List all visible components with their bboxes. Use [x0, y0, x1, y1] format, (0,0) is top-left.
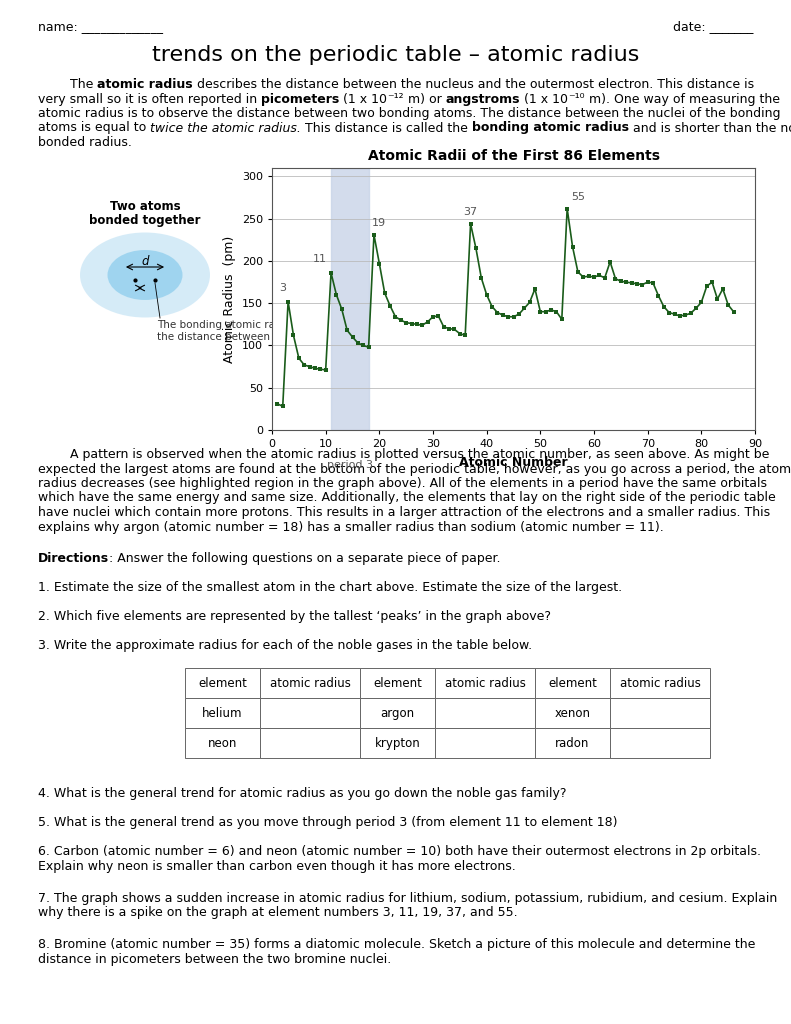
Text: xenon: xenon [554, 707, 591, 720]
Text: atomic radius is to observe the distance between two bonding atoms. The distance: atomic radius is to observe the distance… [38, 106, 781, 120]
Y-axis label: Atomic Radius  (pm): Atomic Radius (pm) [223, 236, 237, 362]
Text: expected the largest atoms are found at the bottom of the periodic table, howeve: expected the largest atoms are found at … [38, 463, 791, 475]
Text: ⁻¹²: ⁻¹² [388, 92, 404, 105]
Text: helium: helium [202, 707, 243, 720]
Text: 4. What is the general trend for atomic radius as you go down the noble gas fami: 4. What is the general trend for atomic … [38, 787, 566, 801]
Text: why there is a spike on the graph at element numbers 3, 11, 19, 37, and 55.: why there is a spike on the graph at ele… [38, 906, 517, 920]
Bar [260, 728, 360, 759]
Bar [535, 669, 610, 698]
Text: explains why argon (atomic number = 18) has a smaller radius than sodium (atomic: explains why argon (atomic number = 18) … [38, 520, 664, 534]
Ellipse shape [108, 250, 183, 300]
Bar [435, 728, 535, 759]
Text: element: element [373, 677, 422, 690]
Bar [260, 698, 360, 728]
Text: argon: argon [380, 707, 414, 720]
Text: Directions: Directions [38, 552, 109, 565]
Text: krypton: krypton [375, 737, 420, 750]
Text: 1. Estimate the size of the smallest atom in the chart above. Estimate the size : 1. Estimate the size of the smallest ato… [38, 582, 623, 594]
Text: period 3: period 3 [327, 460, 373, 470]
Bar [435, 669, 535, 698]
Text: 11: 11 [313, 254, 327, 264]
Text: Two atoms: Two atoms [110, 200, 180, 213]
Text: 8. Bromine (atomic number = 35) forms a diatomic molecule. Sketch a picture of t: 8. Bromine (atomic number = 35) forms a … [38, 938, 755, 951]
Text: m) or: m) or [404, 92, 446, 105]
Text: neon: neon [208, 737, 237, 750]
Bar [360, 698, 435, 728]
Bar [360, 728, 435, 759]
Text: (1 x 10: (1 x 10 [520, 92, 568, 105]
Text: 5. What is the general trend as you move through period 3 (from element 11 to el: 5. What is the general trend as you move… [38, 816, 618, 829]
Text: : Answer the following questions on a separate piece of paper.: : Answer the following questions on a se… [109, 552, 501, 565]
Text: element: element [548, 677, 597, 690]
Text: 19: 19 [373, 218, 386, 228]
Text: radius decreases (see highlighted region in the graph above). All of the element: radius decreases (see highlighted region… [38, 477, 767, 490]
Text: d: d [142, 255, 149, 268]
Text: bonding atomic radius: bonding atomic radius [472, 122, 629, 134]
Text: picometers: picometers [261, 92, 339, 105]
Bar [331, 168, 369, 430]
Text: and is shorter than the non-: and is shorter than the non- [629, 122, 791, 134]
Bar [435, 698, 535, 728]
Text: The bonding atomic radius is half
the distance between the nuclei: The bonding atomic radius is half the di… [157, 319, 331, 342]
Text: element: element [198, 677, 247, 690]
Bar [185, 698, 260, 728]
Text: have nuclei which contain more protons. This results in a larger attraction of t: have nuclei which contain more protons. … [38, 506, 770, 519]
Title: Atomic Radii of the First 86 Elements: Atomic Radii of the First 86 Elements [368, 148, 660, 163]
Text: 3. Write the approximate radius for each of the noble gases in the table below.: 3. Write the approximate radius for each… [38, 639, 532, 652]
Text: trends on the periodic table – atomic radius: trends on the periodic table – atomic ra… [152, 45, 639, 65]
Text: bonded together: bonded together [89, 214, 201, 227]
Text: 6. Carbon (atomic number = 6) and neon (atomic number = 10) both have their oute: 6. Carbon (atomic number = 6) and neon (… [38, 846, 761, 858]
Text: This distance is called the: This distance is called the [301, 122, 472, 134]
Text: 3: 3 [279, 283, 286, 293]
Text: m). One way of measuring the: m). One way of measuring the [585, 92, 780, 105]
Text: 7. The graph shows a sudden increase in atomic radius for lithium, sodium, potas: 7. The graph shows a sudden increase in … [38, 892, 778, 905]
Bar [185, 669, 260, 698]
X-axis label: Atomic Number: Atomic Number [460, 456, 568, 469]
Text: 2. Which five elements are represented by the tallest ‘peaks’ in the graph above: 2. Which five elements are represented b… [38, 610, 551, 624]
Text: date: _______: date: _______ [672, 20, 753, 33]
Text: Explain why neon is smaller than carbon even though it has more electrons.: Explain why neon is smaller than carbon … [38, 860, 516, 872]
Text: distance in picometers between the two bromine nuclei.: distance in picometers between the two b… [38, 952, 392, 966]
Bar [610, 698, 710, 728]
Text: 37: 37 [464, 207, 478, 217]
Text: name: _____________: name: _____________ [38, 20, 163, 33]
Text: angstroms: angstroms [446, 92, 520, 105]
Text: A pattern is observed when the atomic radius is plotted versus the atomic number: A pattern is observed when the atomic ra… [38, 449, 770, 461]
Text: atoms is equal to: atoms is equal to [38, 122, 150, 134]
Text: radon: radon [555, 737, 589, 750]
Text: atomic radius: atomic radius [619, 677, 701, 690]
Text: describes the distance between the nucleus and the outermost electron. This dist: describes the distance between the nucle… [193, 78, 754, 91]
Bar [610, 728, 710, 759]
Bar [610, 669, 710, 698]
Text: atomic radius: atomic radius [270, 677, 350, 690]
Bar [260, 669, 360, 698]
Bar [360, 669, 435, 698]
Text: ⁻¹⁰: ⁻¹⁰ [568, 92, 585, 105]
Text: atomic radius: atomic radius [97, 78, 193, 91]
Text: very small so it is often reported in: very small so it is often reported in [38, 92, 261, 105]
Text: bonded radius.: bonded radius. [38, 136, 132, 150]
Ellipse shape [80, 232, 210, 317]
Bar [535, 728, 610, 759]
Bar [185, 728, 260, 759]
Text: (1 x 10: (1 x 10 [339, 92, 388, 105]
Text: 55: 55 [571, 191, 585, 202]
Text: twice the atomic radius.: twice the atomic radius. [150, 122, 301, 134]
Bar [535, 698, 610, 728]
Text: atomic radius: atomic radius [445, 677, 525, 690]
Text: which have the same energy and same size. Additionally, the elements that lay on: which have the same energy and same size… [38, 492, 776, 505]
Text: The: The [38, 78, 97, 91]
